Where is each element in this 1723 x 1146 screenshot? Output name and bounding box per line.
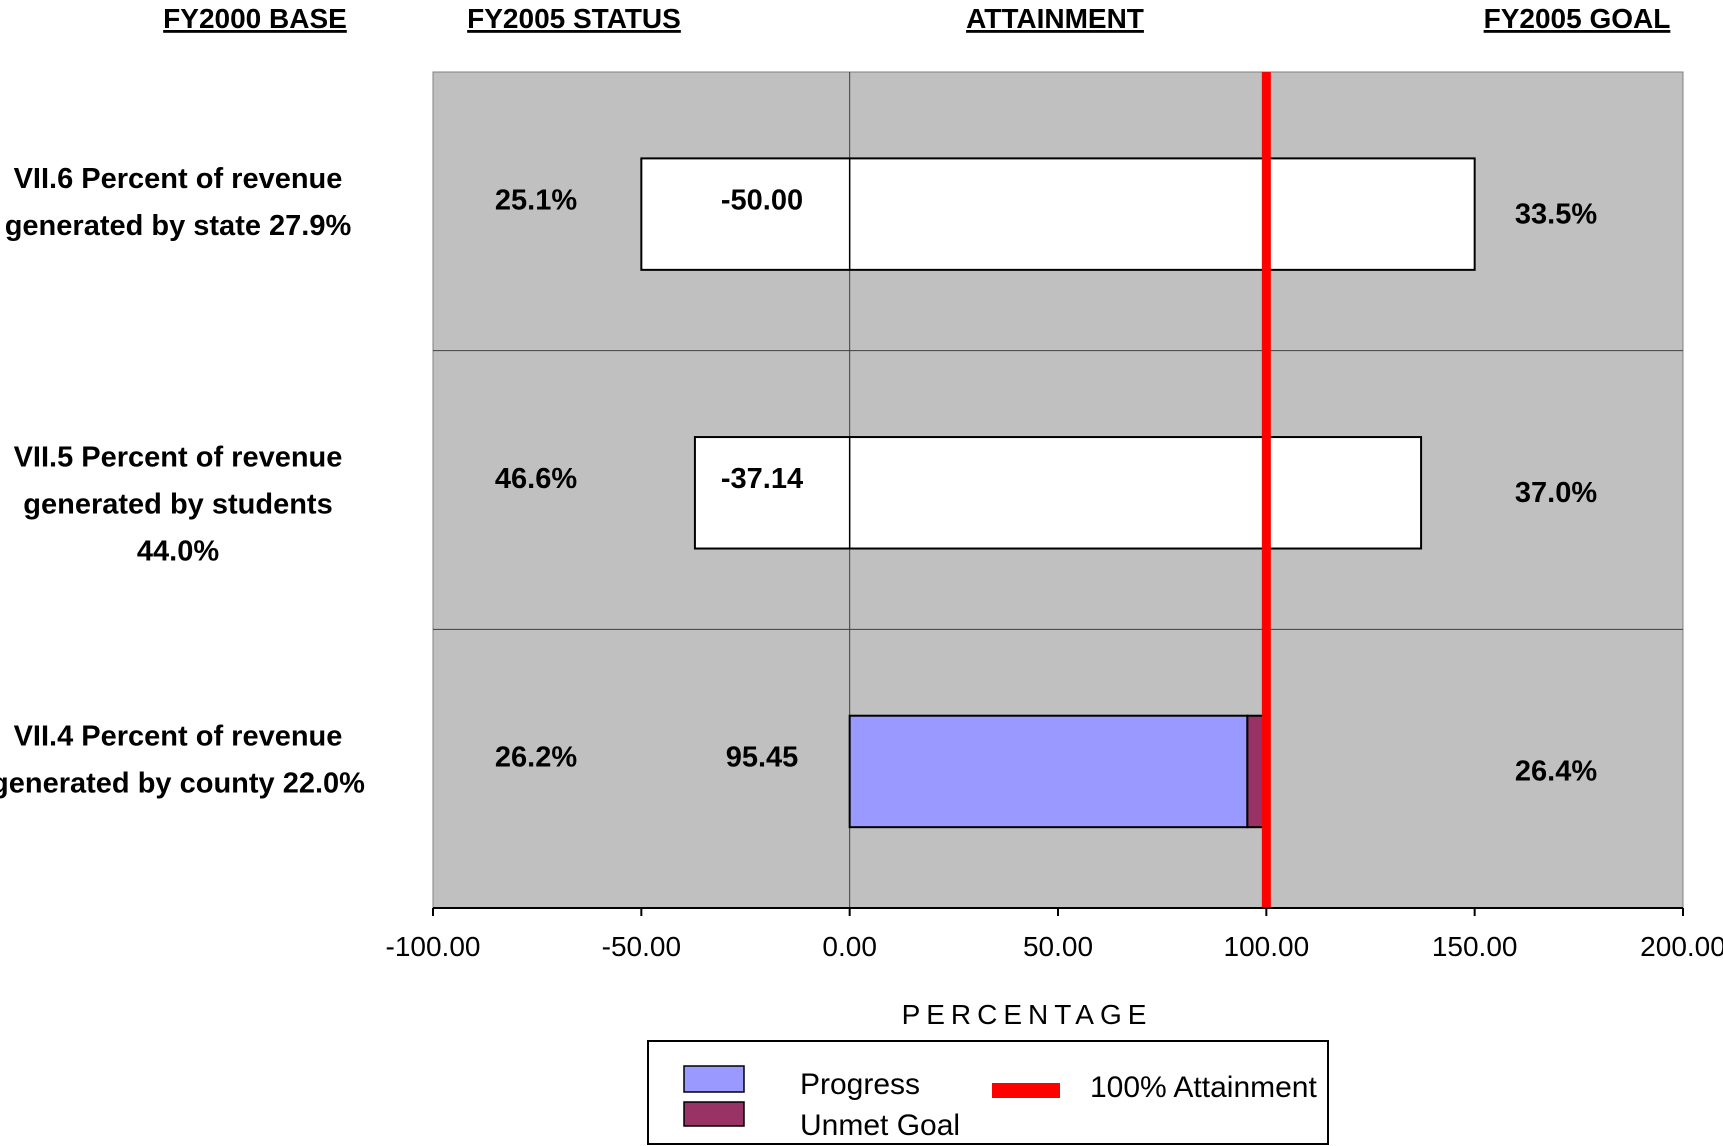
legend-progress-label: Progress <box>800 1068 920 1101</box>
goal-value: 26.4% <box>1515 756 1597 788</box>
progress-bar <box>848 714 1249 829</box>
header-base: FY2000 BASE <box>163 3 347 34</box>
header-goal: FY2005 GOAL <box>1484 3 1671 34</box>
row-label: VII.5 Percent of revenue <box>14 442 343 474</box>
legend-attainment-swatch <box>992 1083 1060 1098</box>
header-status: FY2005 STATUS <box>467 3 681 34</box>
legend-progress-swatch <box>683 1065 745 1093</box>
row-label: VII.4 Percent of revenue <box>14 720 343 752</box>
row-label: 44.0% <box>137 536 219 568</box>
attainment-value: 95.45 <box>726 742 799 774</box>
x-tick-label: 100.00 <box>1224 931 1310 962</box>
legend-unmet-label: Unmet Goal <box>800 1109 960 1142</box>
goal-value: 33.5% <box>1515 198 1597 230</box>
x-tick-label: 200.00 <box>1640 931 1723 962</box>
attainment-value: -37.14 <box>721 463 803 495</box>
header-attainment: ATTAINMENT <box>966 3 1144 34</box>
status-value: 26.2% <box>495 742 577 774</box>
status-value: 25.1% <box>495 184 577 216</box>
row-labels: 25.1% -50.00 33.5% VII.6 Percent of revenue… <box>0 163 1597 799</box>
x-axis: -100.00 -50.00 0.00 50.00 100.00 150.00 200.00 <box>386 907 1723 962</box>
row-label: VII.6 Percent of revenue <box>14 163 343 195</box>
row-label: generated by students <box>23 489 332 521</box>
row-label: generated by state 27.9% <box>5 210 352 242</box>
attainment-bar <box>640 157 1476 271</box>
x-tick-label: 150.00 <box>1432 931 1518 962</box>
bars <box>640 72 1476 908</box>
legend-attainment-label: 100% Attainment <box>1090 1071 1317 1104</box>
status-value: 46.6% <box>495 463 577 495</box>
row-label: generated by county 22.0% <box>0 767 365 799</box>
attainment-bar <box>693 436 1423 550</box>
x-axis-title: PERCENTAGE <box>902 999 1153 1030</box>
x-tick-label: 0.00 <box>822 931 877 962</box>
x-tick-label: 50.00 <box>1023 931 1093 962</box>
x-tick-label: -50.00 <box>602 931 681 962</box>
legend-box <box>647 1040 1329 1145</box>
goal-value: 37.0% <box>1515 477 1597 509</box>
attainment-value: -50.00 <box>721 184 803 216</box>
legend-unmet-swatch <box>683 1101 745 1127</box>
x-tick-label: -100.00 <box>386 931 481 962</box>
